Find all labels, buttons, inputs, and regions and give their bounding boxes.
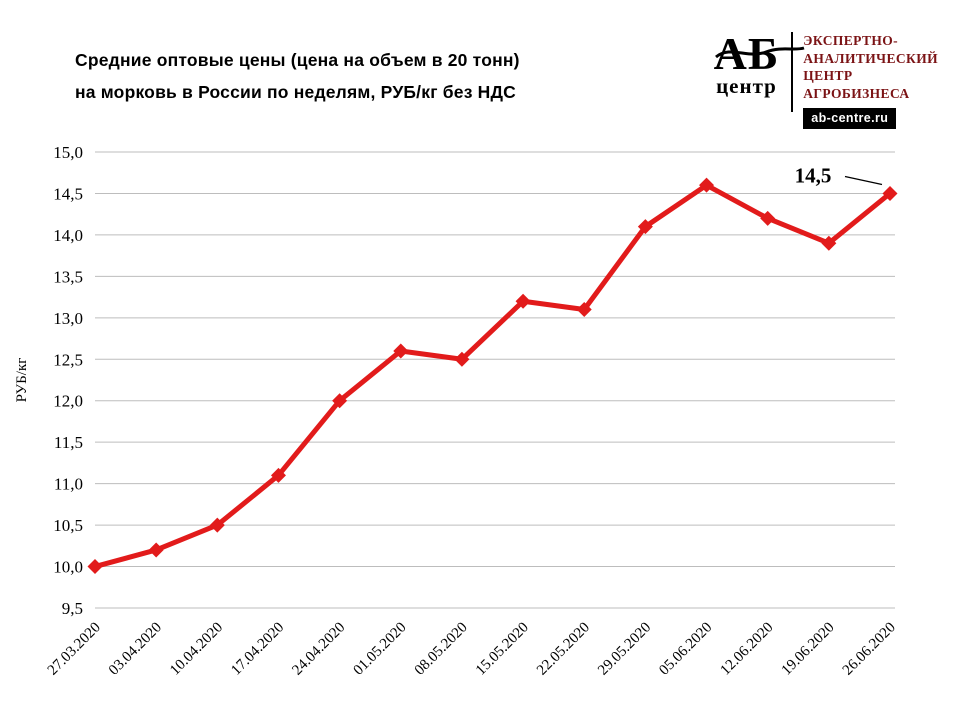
logo-org-block: ЭКСПЕРТНО- АНАЛИТИЧЕСКИЙ ЦЕНТР АГРОБИЗНЕ… <box>803 30 938 130</box>
y-axis-title: РУБ/кг <box>14 358 30 403</box>
chart-title-line2: на морковь в России по неделям, РУБ/кг б… <box>75 82 517 103</box>
svg-text:11,0: 11,0 <box>54 475 83 494</box>
svg-text:14,5: 14,5 <box>53 184 83 203</box>
data-point <box>148 542 164 558</box>
svg-text:13,5: 13,5 <box>53 267 83 286</box>
svg-text:12,0: 12,0 <box>53 392 83 411</box>
svg-text:27.03.2020: 27.03.2020 <box>45 620 104 679</box>
chart-title-line1: Средние оптовые цены (цена на объем в 20… <box>75 50 520 70</box>
data-point <box>637 219 653 235</box>
svg-text:03.04.2020: 03.04.2020 <box>106 620 165 679</box>
svg-text:10,5: 10,5 <box>53 516 83 535</box>
svg-text:11,5: 11,5 <box>54 433 83 452</box>
svg-text:15.05.2020: 15.05.2020 <box>473 620 532 679</box>
logo-centre-text: центр <box>716 73 777 98</box>
svg-text:01.05.2020: 01.05.2020 <box>351 620 410 679</box>
x-axis-labels: 27.03.2020 03.04.2020 10.04.2020 17.04.2020… <box>45 620 899 679</box>
data-point <box>821 235 837 251</box>
svg-text:9,5: 9,5 <box>62 599 83 618</box>
ab-centre-logo: АБ центр ЭКСПЕРТНО- АНАЛИТИЧЕСКИЙ ЦЕНТР … <box>713 28 938 130</box>
svg-text:17.04.2020: 17.04.2020 <box>228 620 287 679</box>
data-point <box>576 302 592 318</box>
org-line-4: АГРОБИЗНЕСА <box>803 85 910 101</box>
svg-text:08.05.2020: 08.05.2020 <box>412 620 471 679</box>
svg-text:12.06.2020: 12.06.2020 <box>717 620 776 679</box>
data-point <box>760 210 776 226</box>
data-point <box>270 467 286 483</box>
chart-title: Средние оптовые цены (цена на объем в 20… <box>75 44 520 109</box>
svg-text:05.06.2020: 05.06.2020 <box>656 620 715 679</box>
svg-text:19.06.2020: 19.06.2020 <box>779 620 838 679</box>
annotation-label: 14,5 <box>795 163 832 187</box>
svg-text:14,0: 14,0 <box>53 226 83 245</box>
logo-ab-text: АБ <box>713 28 780 79</box>
svg-text:22.05.2020: 22.05.2020 <box>534 620 593 679</box>
data-point <box>882 185 898 201</box>
data-point <box>87 559 103 575</box>
org-line-1: ЭКСПЕРТНО- <box>803 33 899 48</box>
svg-text:29.05.2020: 29.05.2020 <box>595 620 654 679</box>
svg-text:12,5: 12,5 <box>53 350 83 369</box>
org-line-3: ЦЕНТР <box>803 68 853 84</box>
logo-site-badge[interactable]: ab-centre.ru <box>803 108 897 130</box>
svg-text:13,0: 13,0 <box>53 309 83 328</box>
data-point <box>515 293 531 309</box>
data-point <box>332 393 348 409</box>
logo-mark: АБ центр <box>713 28 805 99</box>
svg-text:10,0: 10,0 <box>53 558 83 577</box>
data-point <box>393 343 409 359</box>
data-point-markers <box>87 177 898 575</box>
grid-lines <box>95 151 895 609</box>
svg-text:15,0: 15,0 <box>53 143 83 162</box>
annotation-connector <box>844 175 883 186</box>
line-chart: 9,5 10,0 10,5 11,0 11,5 12,0 12,5 13,0 13,5 14,0 1… <box>14 143 899 679</box>
data-point <box>209 517 225 533</box>
svg-text:24.04.2020: 24.04.2020 <box>289 620 348 679</box>
y-axis-labels: 9,5 10,0 10,5 11,0 11,5 12,0 12,5 13,0 13,5 14,0 1… <box>53 143 83 618</box>
data-point <box>699 177 715 193</box>
price-line <box>92 182 893 570</box>
svg-text:10.04.2020: 10.04.2020 <box>167 620 226 679</box>
svg-text:26.06.2020: 26.06.2020 <box>840 620 899 679</box>
data-point <box>454 351 470 367</box>
logo-divider <box>791 32 794 112</box>
org-line-2: АНАЛИТИЧЕСКИЙ <box>803 50 938 66</box>
